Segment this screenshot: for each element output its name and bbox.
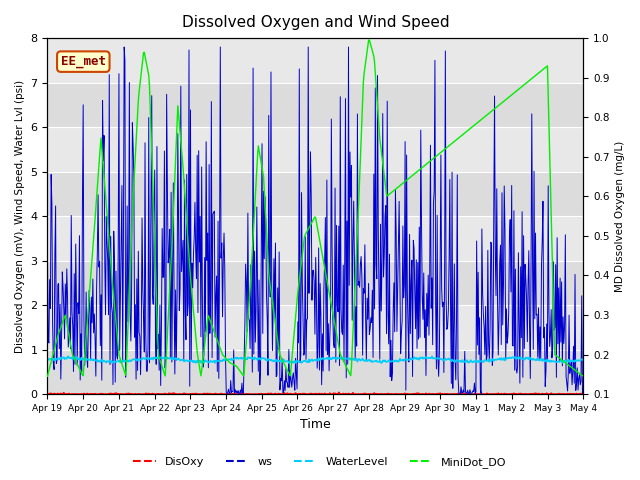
MiniDot_DO [579, 373, 587, 379]
Title: Dissolved Oxygen and Wind Speed: Dissolved Oxygen and Wind Speed [182, 15, 449, 30]
ws [456, 391, 464, 397]
WaterLevel [397, 357, 405, 363]
ws [397, 351, 404, 357]
Text: EE_met: EE_met [61, 55, 106, 68]
Line: WaterLevel: WaterLevel [47, 356, 583, 363]
DisOxy [53, 391, 61, 397]
MiniDot_DO [44, 373, 51, 379]
ws [53, 357, 61, 363]
ws [579, 385, 587, 391]
Legend: DisOxy, ws, WaterLevel, MiniDot_DO: DisOxy, ws, WaterLevel, MiniDot_DO [129, 452, 511, 472]
Bar [47, 83, 583, 127]
ws [44, 246, 51, 252]
WaterLevel [110, 359, 118, 364]
WaterLevel [382, 359, 390, 364]
DisOxy [335, 389, 342, 395]
ws [381, 214, 389, 220]
DisOxy [579, 391, 587, 396]
DisOxy [397, 391, 404, 397]
Y-axis label: Dissolved Oxygen (mV), Wind Speed, Water Lvl (psi): Dissolved Oxygen (mV), Wind Speed, Water… [15, 80, 25, 353]
WaterLevel [579, 357, 587, 363]
Line: DisOxy: DisOxy [47, 392, 583, 394]
Bar [47, 38, 583, 83]
DisOxy [163, 391, 170, 397]
Bar [47, 172, 583, 216]
X-axis label: Time: Time [300, 419, 331, 432]
WaterLevel [164, 356, 172, 361]
MiniDot_DO [53, 336, 61, 342]
Bar [47, 305, 583, 349]
DisOxy [44, 391, 51, 397]
MiniDot_DO [163, 347, 170, 352]
ws [108, 310, 116, 316]
DisOxy [381, 391, 389, 397]
MiniDot_DO [108, 278, 116, 284]
ws [120, 44, 128, 50]
Line: ws: ws [47, 47, 583, 394]
Bar [47, 127, 583, 172]
WaterLevel [44, 357, 51, 363]
DisOxy [191, 391, 199, 396]
DisOxy [108, 391, 116, 396]
Bar [47, 261, 583, 305]
ws [164, 185, 172, 191]
MiniDot_DO [365, 37, 373, 43]
Bar [47, 216, 583, 261]
MiniDot_DO [397, 182, 404, 188]
ws [192, 249, 200, 255]
WaterLevel [108, 360, 116, 366]
Line: MiniDot_DO: MiniDot_DO [47, 40, 583, 376]
WaterLevel [53, 356, 61, 361]
Bar [47, 349, 583, 394]
MiniDot_DO [191, 324, 199, 330]
MiniDot_DO [381, 179, 389, 185]
Y-axis label: MD Dissolved Oxygen (mg/L): MD Dissolved Oxygen (mg/L) [615, 141, 625, 292]
WaterLevel [193, 358, 200, 364]
WaterLevel [65, 353, 72, 359]
